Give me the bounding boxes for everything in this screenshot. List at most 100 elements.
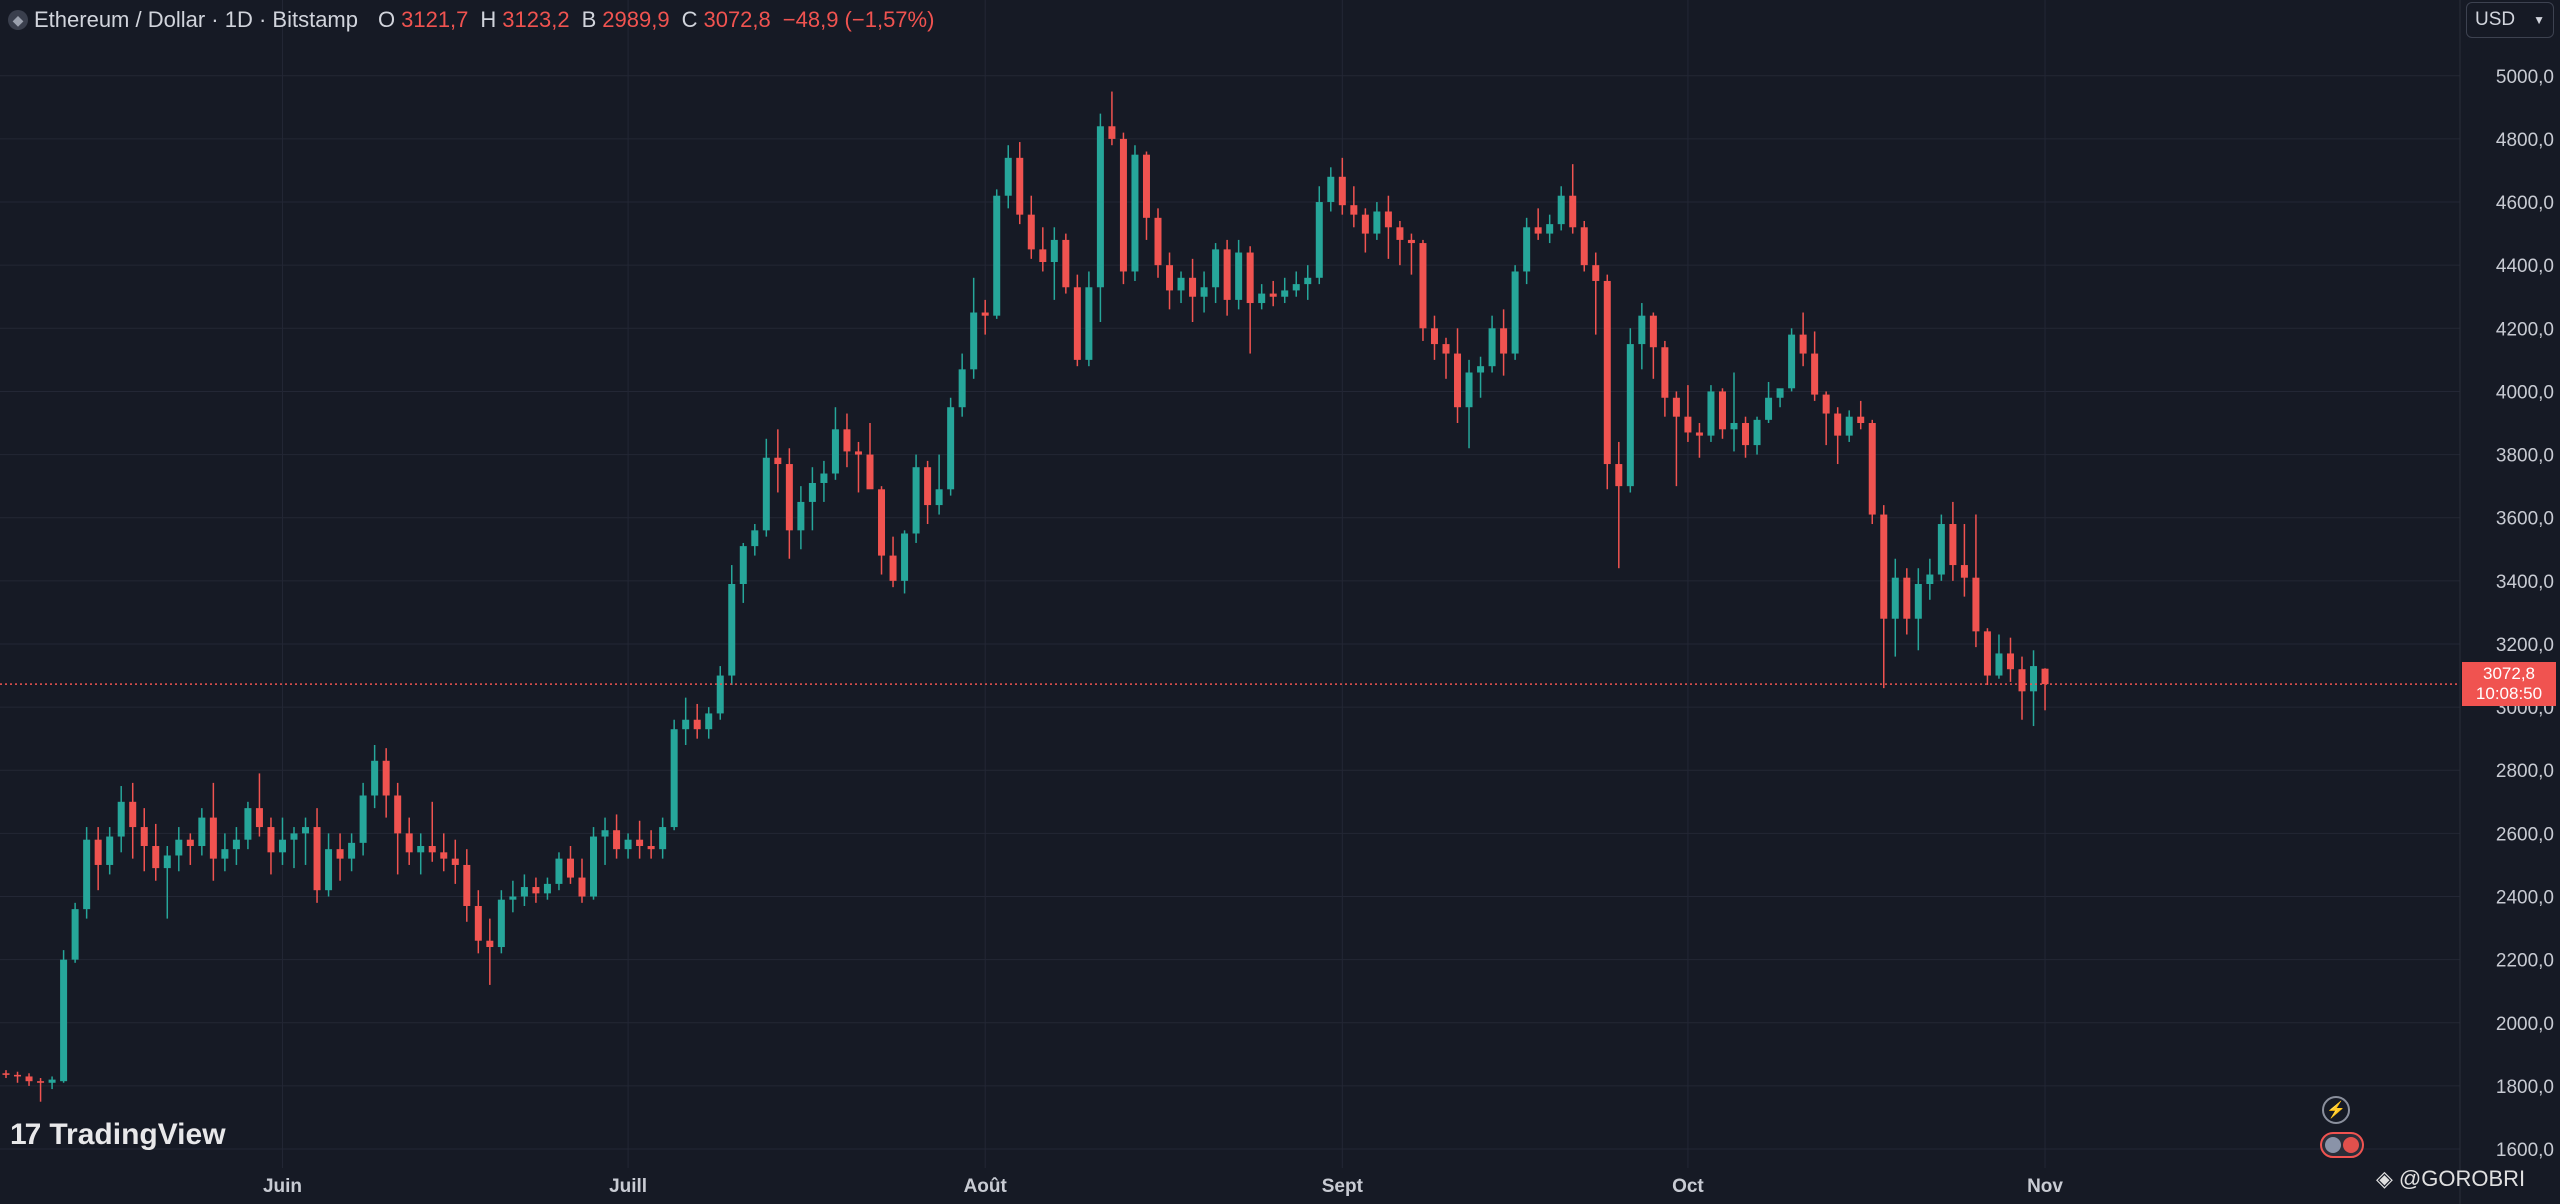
candle [278, 817, 286, 865]
symbol-title[interactable]: Ethereum / Dollar · 1D · Bitstamp [34, 7, 358, 32]
chart-grid [0, 0, 2460, 1168]
candle [1396, 220, 1404, 266]
last-price-value: 3072,8 [2483, 664, 2535, 683]
candle [255, 773, 263, 837]
candle [1085, 271, 1093, 367]
candle [2, 1070, 10, 1079]
currency-select[interactable]: USD ▼ [2466, 2, 2554, 38]
candle [1995, 634, 2003, 679]
candle-body [1419, 243, 1427, 329]
candle-body [1523, 227, 1531, 272]
candle [1776, 388, 1784, 408]
candle-body [1868, 423, 1876, 515]
candle-body [1027, 214, 1035, 250]
candle-body [843, 429, 851, 452]
candle [394, 782, 402, 875]
candle-body [1384, 211, 1392, 228]
candle [1142, 151, 1150, 240]
candle [129, 782, 137, 859]
candle [1822, 391, 1830, 446]
candle-body [820, 473, 828, 483]
candle [71, 902, 79, 963]
candle [797, 486, 805, 550]
candle-body [1212, 249, 1220, 288]
price-axis-background[interactable] [2460, 0, 2560, 1204]
candle-body [440, 852, 448, 859]
candle-body [152, 846, 160, 869]
candle-body [2006, 653, 2014, 670]
tradingview-logo-mark: 17 [10, 1118, 41, 1151]
candle [60, 950, 68, 1083]
candle-body [117, 801, 125, 837]
candle [1672, 391, 1680, 487]
candle-body [278, 839, 286, 853]
last-price-tag: 3072,8 10:08:50 [2462, 662, 2556, 706]
candle [106, 827, 114, 875]
candle [1742, 416, 1750, 458]
candle [1119, 132, 1127, 285]
candle-body [1119, 138, 1127, 272]
candle [509, 880, 517, 913]
candle [1454, 328, 1462, 424]
flag-dot [2325, 1137, 2341, 1153]
candle [1983, 628, 1991, 686]
candle-body [2018, 669, 2026, 692]
tradingview-logo[interactable]: 17 TradingView [10, 1118, 226, 1152]
price-tick-label: 4800,0 [2496, 130, 2554, 151]
candle [705, 707, 713, 739]
candle [1073, 274, 1081, 367]
candle [1788, 328, 1796, 392]
price-axis: 1600,0 1800,0 2000,0 2200,0 2400,0 2600,0 2800… [2496, 67, 2554, 1161]
candle-body [901, 533, 909, 581]
candle [186, 833, 194, 865]
candle-body [854, 451, 862, 455]
candle-body [728, 584, 736, 676]
candle [2018, 656, 2026, 720]
open-value: 3121,7 [401, 7, 469, 32]
candle [2030, 650, 2038, 727]
price-tick-label: 4400,0 [2496, 256, 2554, 277]
candle-body [1718, 391, 1726, 430]
price-tick-label: 1800,0 [2496, 1077, 2554, 1098]
candle [1442, 337, 1450, 379]
candle-body [1811, 353, 1819, 395]
candle-body [1695, 432, 1703, 436]
candle [290, 827, 298, 869]
candle [1569, 164, 1577, 234]
low-label: B [581, 7, 597, 32]
candle [1166, 252, 1174, 310]
symbol-header[interactable]: ◆ Ethereum / Dollar · 1D · Bitstamp O 312… [8, 4, 934, 36]
candle [601, 817, 609, 865]
candle [497, 890, 505, 954]
candle-body [924, 467, 932, 506]
candle [728, 565, 736, 686]
candle-body [1073, 287, 1081, 360]
time-axis[interactable]: Juin Juill Août Sept Oct Nov [263, 1176, 2063, 1197]
flag-icon[interactable] [2320, 1132, 2364, 1158]
candle-body [232, 839, 240, 850]
candle-body [1488, 328, 1496, 367]
price-tick-label: 2200,0 [2496, 951, 2554, 972]
lightning-icon[interactable]: ⚡ [2322, 1096, 2350, 1124]
candle [1269, 280, 1277, 307]
candle-body [417, 846, 425, 853]
candle [1384, 195, 1392, 259]
candle-body [1557, 195, 1565, 225]
candle [1419, 239, 1427, 341]
candle-body [1189, 277, 1197, 297]
candle-body [981, 312, 989, 316]
candle [543, 877, 551, 900]
candle-body [129, 801, 137, 828]
candle-body [1638, 315, 1646, 345]
candle-body [1166, 265, 1174, 291]
candle-body [175, 839, 183, 856]
candle-body [1154, 217, 1162, 266]
candle [1868, 419, 1876, 525]
change-value: −48,9 (−1,57%) [782, 7, 935, 32]
candle [1707, 385, 1715, 442]
candle-body [83, 839, 91, 910]
candle-body [1799, 334, 1807, 354]
candle-body [1258, 293, 1266, 304]
candle-body [1995, 653, 2003, 676]
